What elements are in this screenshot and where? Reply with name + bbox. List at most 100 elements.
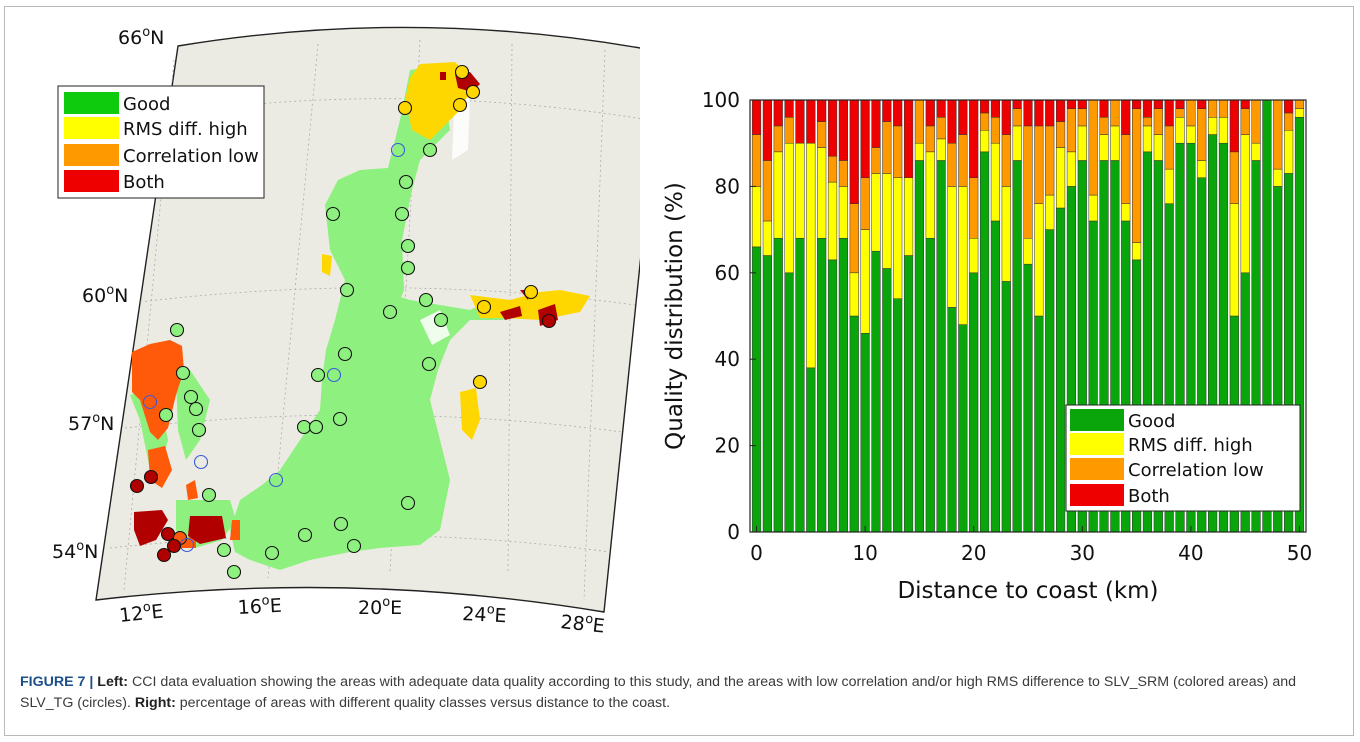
bar-segment-correlation-low-48 [1273,99,1283,170]
legend-label-both: Both [123,172,165,193]
bar-segment-both-27 [1045,99,1055,127]
bar-segment-both-20 [969,99,979,179]
bar-segment-rms-diff-high-36 [1142,125,1153,153]
bar-segment-good-4 [795,237,805,533]
svg-text:16oE: 16oE [237,593,282,619]
chart-legend-swatch-both [1070,484,1124,506]
bar-segment-both-16 [925,99,935,127]
x-tick-label-0: 0 [750,541,763,565]
y-tick-label-100: 100 [702,88,740,112]
bar-segment-correlation-low-10 [860,177,870,230]
map-legend: Good RMS diff. high Correlation low Both [57,85,265,199]
bar-segment-both-0 [751,99,762,135]
y-ticks: 0 20 40 60 80 100 [702,88,756,544]
caption-left-text: CCI data evaluation showing the areas wi… [20,674,1297,711]
bar-segment-correlation-low-15 [914,99,924,144]
bar-segment-good-12 [882,268,892,533]
chart-legend-label-rms: RMS diff. high [1128,435,1253,456]
tide-gauge-circles [129,64,557,580]
bar-segment-correlation-low-21 [979,112,990,131]
svg-text:20oE: 20oE [358,595,402,619]
bar-segment-correlation-low-24 [1012,108,1022,127]
lat-labels: 66oN 60oN 57oN 54oN [52,25,164,563]
bar-segment-rms-diff-high-34 [1121,203,1131,222]
bar-segment-correlation-low-34 [1121,134,1131,204]
bar-segment-correlation-low-27 [1045,125,1055,196]
bar-segment-rms-diff-high-3 [784,142,794,274]
x-tick-label-10: 10 [852,541,877,565]
chart-legend-label-both: Both [1128,486,1170,507]
bar-segment-correlation-low-38 [1164,125,1174,170]
bar-segment-good-18 [947,307,957,533]
bar-segment-good-7 [827,259,838,533]
svg-text:24oE: 24oE [462,601,507,627]
bar-segment-correlation-low-26 [1034,125,1044,204]
bar-segment-correlation-low-17 [936,117,946,140]
bar-segment-rms-diff-high-49 [1284,129,1294,174]
bar-segment-rms-diff-high-35 [1132,242,1142,261]
bar-segment-correlation-low-8 [838,160,848,187]
bar-segment-good-1 [762,255,772,533]
bar-segment-both-11 [871,99,881,148]
bar-segment-correlation-low-11 [871,147,881,174]
chart-legend: Good RMS diff. high Correlation low Both [1065,404,1301,512]
x-axis-label: Distance to coast (km) [897,578,1158,604]
bar-segment-correlation-low-42 [1208,99,1218,118]
legend-label-good: Good [123,94,170,115]
y-tick-label-80: 80 [715,174,740,198]
y-tick-label-40: 40 [715,347,740,371]
bar-segment-both-3 [784,99,794,118]
caption-right-text: percentage of areas with different quali… [175,695,671,711]
bar-segment-correlation-low-46 [1251,99,1261,144]
bar-segment-both-30 [1077,99,1087,109]
bar-segment-both-37 [1153,99,1163,109]
bar-segment-correlation-low-30 [1077,108,1087,127]
bar-segment-good-24 [1012,160,1022,533]
both-areas [134,72,558,546]
bar-segment-good-16 [925,237,935,533]
y-tick-label-60: 60 [715,261,740,285]
svg-text:66oN: 66oN [118,25,164,49]
bar-segment-rms-diff-high-41 [1197,160,1207,179]
bar-segment-both-24 [1012,99,1022,109]
bar-segment-correlation-low-32 [1099,117,1109,135]
bar-segment-both-21 [979,99,990,114]
bar-segment-correlation-low-19 [958,134,968,187]
bar-segment-both-6 [817,99,827,122]
bar-segment-correlation-low-41 [1197,108,1207,161]
bar-segment-both-18 [947,99,957,144]
chart-legend-swatch-good [1070,409,1124,431]
chart-legend-swatch-corr [1070,458,1124,480]
bar-segment-rms-diff-high-48 [1273,168,1283,187]
bar-segment-both-17 [936,99,946,118]
bar-segment-both-23 [1001,99,1011,135]
bar-segment-rms-diff-high-4 [795,142,805,239]
legend-swatch-both [64,170,119,192]
bar-segment-rms-diff-high-9 [849,272,859,317]
bar-segment-rms-diff-high-19 [958,186,968,325]
bar-segment-rms-diff-high-24 [1012,125,1022,161]
x-ticks: 0 10 20 30 40 50 [750,526,1312,565]
bar-segment-rms-diff-high-46 [1251,142,1261,161]
y-tick-label-20: 20 [715,434,740,458]
bar-segment-rms-diff-high-20 [969,237,979,274]
bar-segment-correlation-low-12 [882,121,892,174]
chart-legend-swatch-rms [1070,433,1124,455]
bar-segment-rms-diff-high-1 [762,220,772,256]
bar-segment-both-29 [1066,99,1077,109]
y-tick-label-0: 0 [727,520,740,544]
bar-segment-rms-diff-high-6 [817,147,827,239]
bar-segment-good-11 [871,250,881,533]
bar-segment-both-10 [860,99,870,179]
chart-legend-label-corr: Correlation low [1128,460,1264,481]
bar-segment-both-28 [1055,99,1066,122]
bar-segment-correlation-low-18 [947,142,957,187]
bar-segment-correlation-low-22 [990,117,1001,144]
bar-segment-rms-diff-high-0 [751,186,762,248]
caption-right-label: Right: [134,695,176,711]
baltic-map: 66oN 60oN 57oN 54oN 12oE 16oE 20oE 24oE … [52,25,640,638]
figure-caption: FIGURE 7 | Left: CCI data evaluation sho… [20,672,1340,714]
bar-segment-rms-diff-high-28 [1055,147,1066,209]
bar-segment-rms-diff-high-38 [1164,168,1174,204]
bar-segment-correlation-low-44 [1229,151,1239,204]
